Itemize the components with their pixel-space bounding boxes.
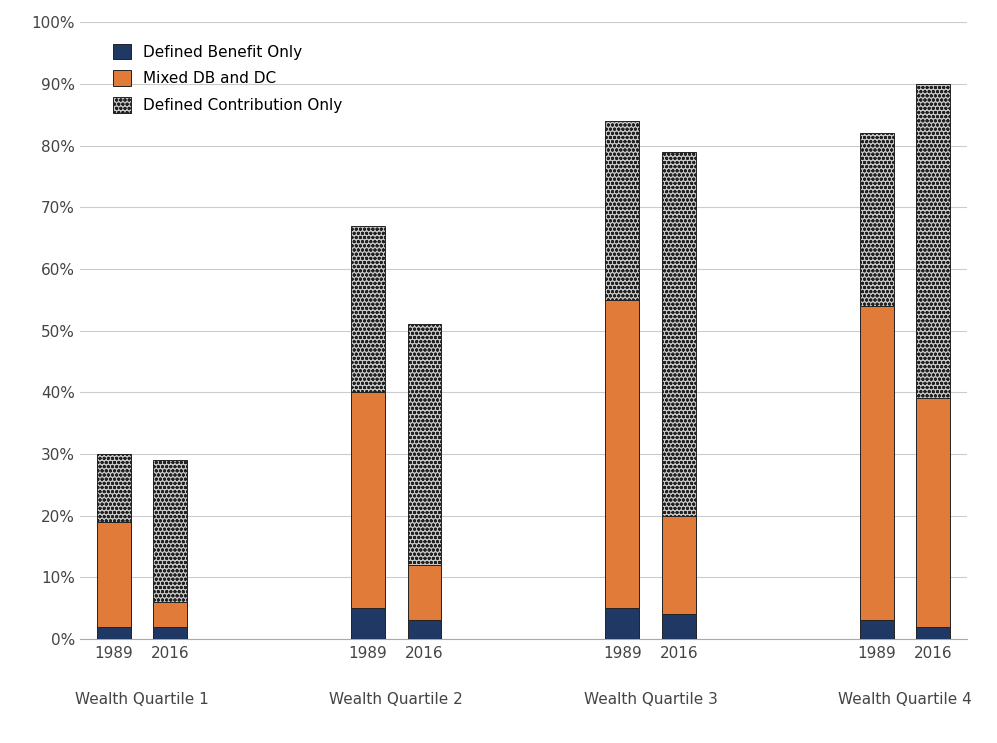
Bar [605,121,639,299]
Bar [154,602,187,626]
Bar [859,133,893,306]
Bar [351,226,385,392]
Bar [97,454,131,522]
Bar [97,626,131,639]
Bar [662,152,696,516]
Text: Wealth Quartile 2: Wealth Quartile 2 [329,692,464,707]
Bar [916,626,950,639]
Bar [662,614,696,639]
Bar [859,306,893,620]
Bar [408,565,442,620]
Text: Wealth Quartile 3: Wealth Quartile 3 [583,692,718,707]
Bar [916,84,950,398]
Bar [605,299,639,608]
Legend: Defined Benefit Only, Mixed DB and DC, Defined Contribution Only: Defined Benefit Only, Mixed DB and DC, D… [105,36,350,120]
Bar [351,392,385,608]
Bar [605,608,639,639]
Text: Wealth Quartile 1: Wealth Quartile 1 [75,692,208,707]
Bar [916,398,950,626]
Text: Wealth Quartile 4: Wealth Quartile 4 [838,692,972,707]
Bar [154,460,187,602]
Bar [351,608,385,639]
Bar [859,620,893,639]
Bar [408,620,442,639]
Bar [408,325,442,565]
Bar [154,626,187,639]
Bar [662,516,696,614]
Bar [97,522,131,626]
